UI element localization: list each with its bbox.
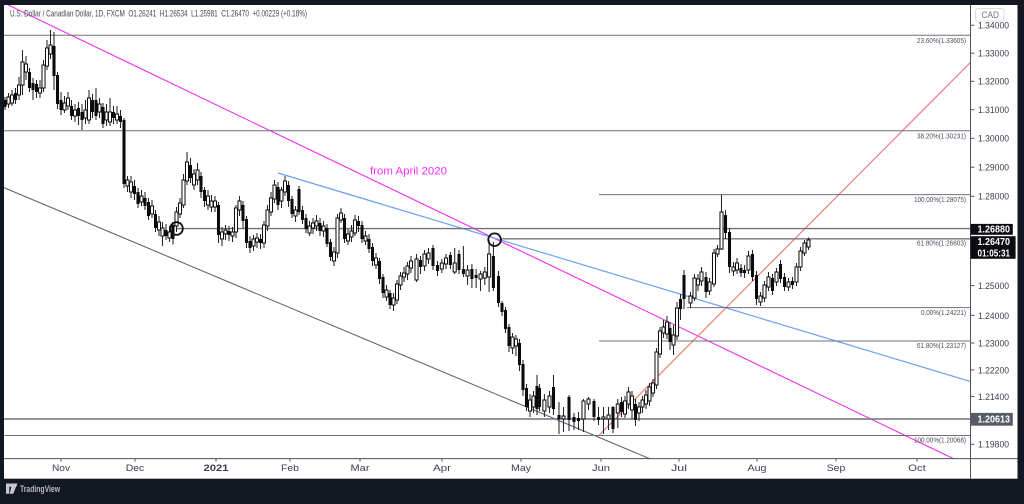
svg-text:0.00%(1.24221): 0.00%(1.24221) [921, 308, 966, 317]
svg-text:Apr: Apr [433, 463, 452, 474]
svg-text:100.00%(1.20068): 100.00%(1.20068) [914, 436, 966, 445]
svg-text:1.21400: 1.21400 [978, 392, 1009, 402]
svg-text:Oct: Oct [908, 463, 926, 474]
svg-text:38.20%(1.30231): 38.20%(1.30231) [917, 131, 966, 140]
svg-text:Nov: Nov [52, 463, 70, 474]
svg-text:Sep: Sep [827, 463, 846, 474]
svg-text:1.26880: 1.26880 [978, 225, 1011, 236]
svg-text:1.28000: 1.28000 [978, 192, 1009, 202]
svg-text:1.19800: 1.19800 [978, 440, 1009, 450]
svg-text:2021: 2021 [204, 463, 230, 474]
svg-text:23.60%(1.33605): 23.60%(1.33605) [917, 36, 966, 45]
svg-text:Jun: Jun [592, 463, 610, 474]
svg-text:1.24000: 1.24000 [978, 311, 1009, 321]
svg-text:TradingView: TradingView [20, 484, 61, 494]
svg-text:Dec: Dec [126, 463, 145, 474]
svg-text:1.26470: 1.26470 [978, 237, 1011, 248]
svg-text:Feb: Feb [281, 463, 299, 474]
svg-text:from April 2020: from April 2020 [370, 166, 447, 178]
svg-text:1.23000: 1.23000 [978, 338, 1009, 348]
svg-text:1.33000: 1.33000 [978, 49, 1009, 59]
svg-text:Mar: Mar [351, 463, 371, 474]
svg-text:61.80%(1.26603): 61.80%(1.26603) [917, 239, 966, 248]
svg-text:1.34000: 1.34000 [978, 21, 1009, 31]
svg-text:100.00%(1.28075): 100.00%(1.28075) [914, 195, 966, 204]
svg-text:1.30000: 1.30000 [978, 134, 1009, 144]
svg-text:1.31000: 1.31000 [978, 105, 1009, 115]
svg-text:1.20613: 1.20613 [978, 415, 1011, 426]
svg-text:CAD: CAD [982, 10, 1000, 20]
svg-text:Aug: Aug [748, 463, 767, 474]
svg-text:01:05:31: 01:05:31 [978, 248, 1011, 259]
svg-text:1.29000: 1.29000 [978, 163, 1009, 173]
svg-text:61.80%(1.23127): 61.80%(1.23127) [917, 341, 966, 350]
svg-text:May: May [511, 463, 531, 474]
svg-text:1.25000: 1.25000 [978, 281, 1009, 291]
svg-text:U.S. Dollar / Canadian Dollar,: U.S. Dollar / Canadian Dollar, 1D, FXCM … [10, 9, 307, 19]
svg-text:Jul: Jul [671, 463, 687, 474]
svg-text:1.32000: 1.32000 [978, 77, 1009, 87]
svg-text:1.22200: 1.22200 [978, 365, 1009, 375]
